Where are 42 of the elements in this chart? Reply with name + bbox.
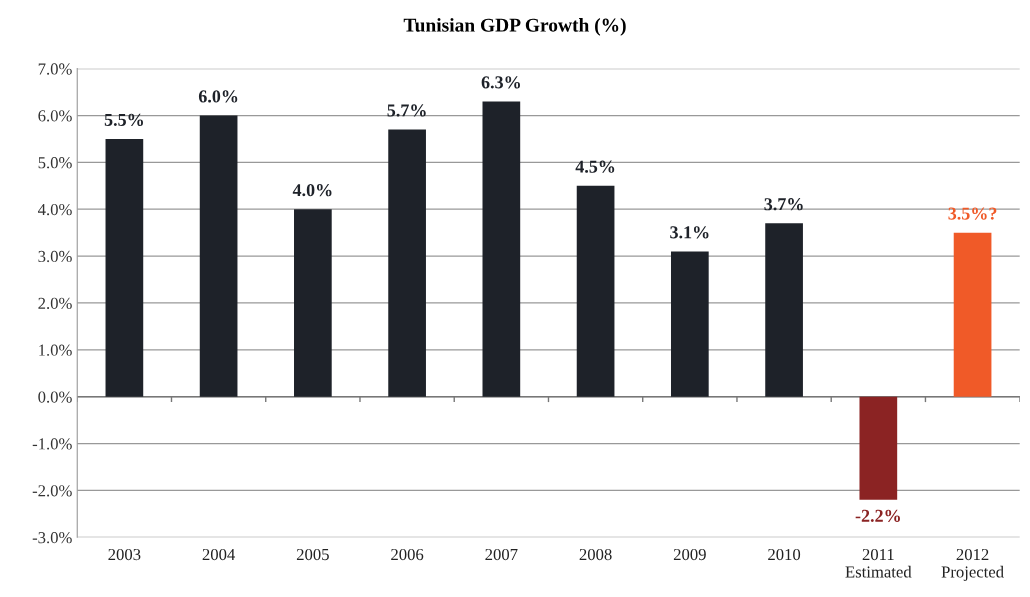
y-tick-label: -2.0% — [32, 485, 72, 497]
bar — [199, 115, 238, 397]
data-label: 6.0% — [198, 90, 238, 103]
x-tick-label: 2008 — [579, 548, 612, 561]
y-tick-label: 4.0% — [38, 203, 72, 216]
x-tick-label: 2010 — [768, 548, 801, 561]
data-label: 6.3% — [481, 76, 520, 89]
y-tick-label: 6.0% — [38, 110, 72, 122]
bar — [953, 232, 992, 397]
data-label: 5.7% — [387, 104, 426, 117]
bar — [765, 223, 803, 397]
x-tick-label: 2011 Estimated — [845, 548, 912, 578]
x-tick-label: 2004 — [202, 548, 236, 561]
y-tick-label: 3.0% — [38, 250, 72, 263]
x-tick-label: 2006 — [391, 548, 424, 561]
data-label: 3.1% — [670, 226, 709, 239]
y-tick-label: 7.0% — [38, 63, 72, 75]
bar — [294, 209, 332, 397]
data-label: 3.7% — [764, 198, 803, 211]
bar — [576, 185, 615, 397]
bar — [670, 251, 709, 397]
y-tick-label: -1.0% — [32, 438, 72, 450]
data-label: 3.5%? — [948, 207, 997, 220]
x-tick-label: 2009 — [673, 548, 706, 561]
bar — [482, 101, 521, 397]
x-tick-label: 2003 — [108, 548, 141, 561]
data-label: 4.5% — [575, 160, 615, 173]
data-label: -2.2% — [855, 509, 900, 522]
y-tick-label: -3.0% — [32, 532, 72, 544]
x-tick-label: 2007 — [485, 548, 518, 561]
chart-title: Tunisian GDP Growth (%) — [403, 18, 626, 36]
x-tick-label: 2012 Projected — [941, 548, 1004, 581]
y-tick-label: 0.0% — [38, 391, 72, 403]
bar — [859, 396, 898, 500]
data-label: 5.5% — [104, 113, 143, 126]
y-tick-label: 2.0% — [38, 297, 72, 309]
bar — [105, 138, 144, 397]
y-tick-label: 1.0% — [39, 344, 72, 356]
y-tick-label: 5.0% — [38, 157, 72, 169]
x-tick-label: 2005 — [296, 548, 329, 561]
data-label: 4.0% — [292, 184, 332, 197]
bar — [388, 129, 426, 397]
